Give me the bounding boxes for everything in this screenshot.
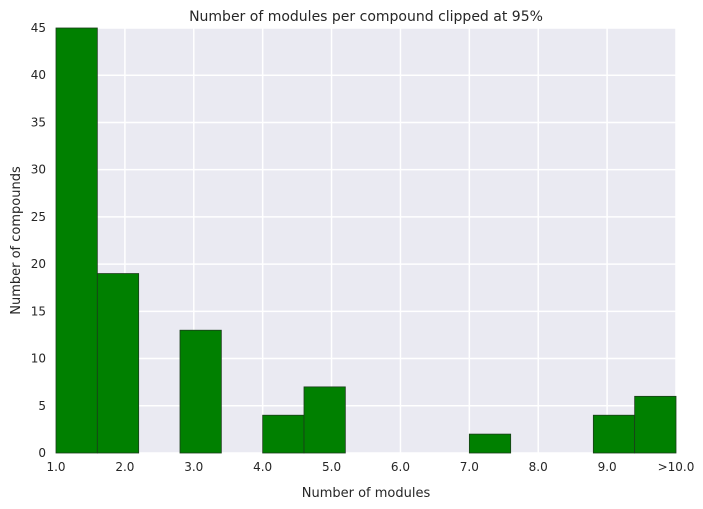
bar-0 bbox=[55, 27, 98, 454]
y-tick-label-1: 5 bbox=[38, 399, 46, 413]
bar-6 bbox=[303, 386, 346, 454]
y-tick-label-6: 30 bbox=[31, 163, 46, 177]
y-tick-label-9: 45 bbox=[31, 21, 46, 35]
x-tick-label-5: 6.0 bbox=[391, 460, 410, 474]
bars bbox=[55, 27, 677, 454]
grid-lines bbox=[55, 27, 677, 454]
y-tick-label-7: 35 bbox=[31, 115, 46, 129]
x-tick-label-1: 2.0 bbox=[115, 460, 134, 474]
y-tick-labels: 0 5 10 15 20 25 30 35 40 45 bbox=[31, 21, 46, 460]
y-tick-label-2: 10 bbox=[31, 352, 46, 366]
x-tick-label-6: 7.0 bbox=[460, 460, 479, 474]
bar-14 bbox=[634, 395, 677, 454]
bar-5 bbox=[262, 414, 305, 454]
y-tick-label-0: 0 bbox=[38, 446, 46, 460]
bar-3 bbox=[179, 329, 222, 454]
x-tick-label-0: 1.0 bbox=[46, 460, 65, 474]
bar-10 bbox=[468, 433, 512, 454]
y-tick-label-4: 20 bbox=[31, 257, 46, 271]
y-axis-title: Number of compounds bbox=[9, 166, 24, 315]
x-tick-label-2: 3.0 bbox=[184, 460, 203, 474]
x-tick-label-7: 8.0 bbox=[529, 460, 548, 474]
bar-13 bbox=[592, 414, 636, 454]
chart-title: Number of modules per compound clipped a… bbox=[189, 9, 543, 25]
x-tick-label-8: 9.0 bbox=[598, 460, 617, 474]
y-tick-label-8: 40 bbox=[31, 68, 46, 82]
x-axis-title: Number of modules bbox=[302, 486, 431, 501]
x-tick-label-9: >10.0 bbox=[658, 460, 695, 474]
x-tick-labels: 1.0 2.0 3.0 4.0 5.0 6.0 7.0 8.0 9.0 >10.0 bbox=[46, 460, 694, 474]
bar-1 bbox=[96, 273, 140, 454]
x-tick-label-4: 5.0 bbox=[322, 460, 341, 474]
y-tick-label-3: 15 bbox=[31, 304, 46, 318]
plot-area bbox=[56, 28, 676, 453]
x-tick-label-3: 4.0 bbox=[253, 460, 272, 474]
y-tick-label-5: 25 bbox=[31, 210, 46, 224]
